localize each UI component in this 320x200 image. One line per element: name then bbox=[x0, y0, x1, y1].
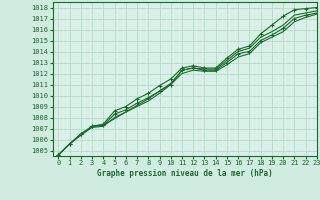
X-axis label: Graphe pression niveau de la mer (hPa): Graphe pression niveau de la mer (hPa) bbox=[97, 169, 273, 178]
